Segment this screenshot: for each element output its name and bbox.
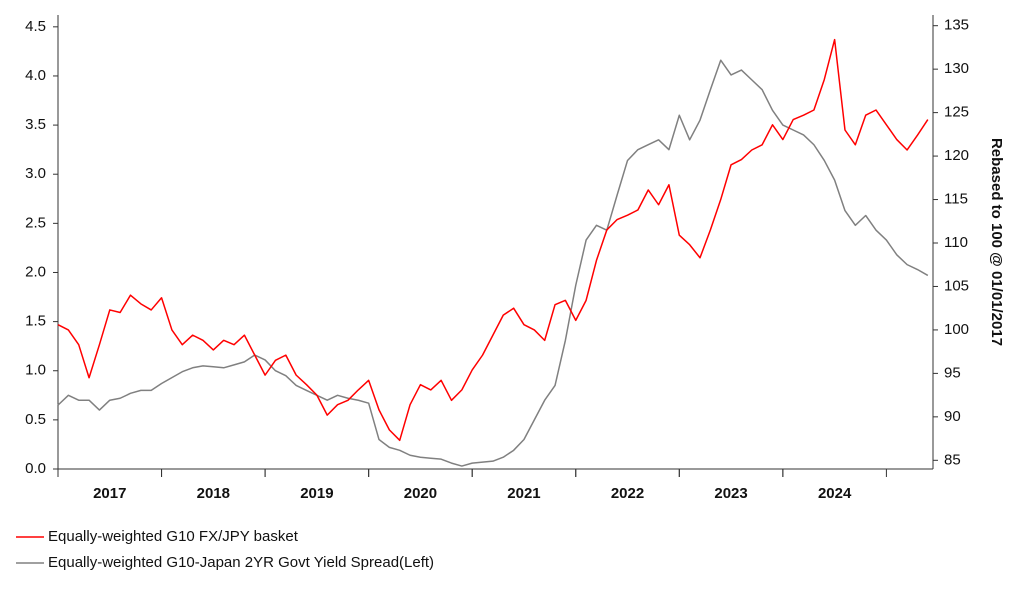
y-tick-label: 0.0 — [25, 460, 46, 477]
y2-tick-label: 100 — [944, 321, 969, 338]
y2-tick-label: 135 — [944, 17, 969, 34]
x-tick-label: 2024 — [818, 485, 852, 502]
series-line — [57, 38, 929, 442]
x-tick-label: 2022 — [611, 485, 644, 502]
y2-tick-label: 105 — [944, 277, 969, 294]
x-tick-label: 2018 — [197, 485, 230, 502]
x-tick-label: 2023 — [714, 485, 747, 502]
y2-tick-label: 120 — [944, 147, 969, 164]
series-line — [57, 59, 929, 467]
y-tick-label: 3.0 — [25, 165, 46, 182]
y2-tick-label: 125 — [944, 104, 969, 121]
y2-axis-label: Rebased to 100 @ 01/01/2017 — [988, 138, 1005, 346]
y-tick-label: 2.5 — [25, 214, 46, 231]
legend-label: Equally-weighted G10 FX/JPY basket — [48, 528, 299, 545]
y-tick-label: 1.0 — [25, 362, 46, 379]
y-tick-label: 3.5 — [25, 116, 46, 133]
legend-label: Equally-weighted G10-Japan 2YR Govt Yiel… — [48, 554, 434, 571]
y2-tick-label: 115 — [944, 191, 968, 208]
y-tick-label: 2.0 — [25, 263, 46, 280]
y-tick-label: 0.5 — [25, 411, 46, 428]
y2-tick-label: 95 — [944, 364, 961, 381]
y2-tick-label: 85 — [944, 451, 961, 468]
x-tick-label: 2021 — [507, 485, 540, 502]
y-tick-label: 4.5 — [25, 18, 46, 35]
x-tick-label: 2017 — [93, 485, 126, 502]
x-tick-label: 2020 — [404, 485, 437, 502]
y-tick-label: 1.5 — [25, 313, 46, 330]
y2-tick-label: 130 — [944, 60, 969, 77]
y2-tick-label: 90 — [944, 408, 961, 425]
x-tick-label: 2019 — [300, 485, 333, 502]
y2-tick-label: 110 — [944, 234, 968, 251]
y-tick-label: 4.0 — [25, 67, 46, 84]
